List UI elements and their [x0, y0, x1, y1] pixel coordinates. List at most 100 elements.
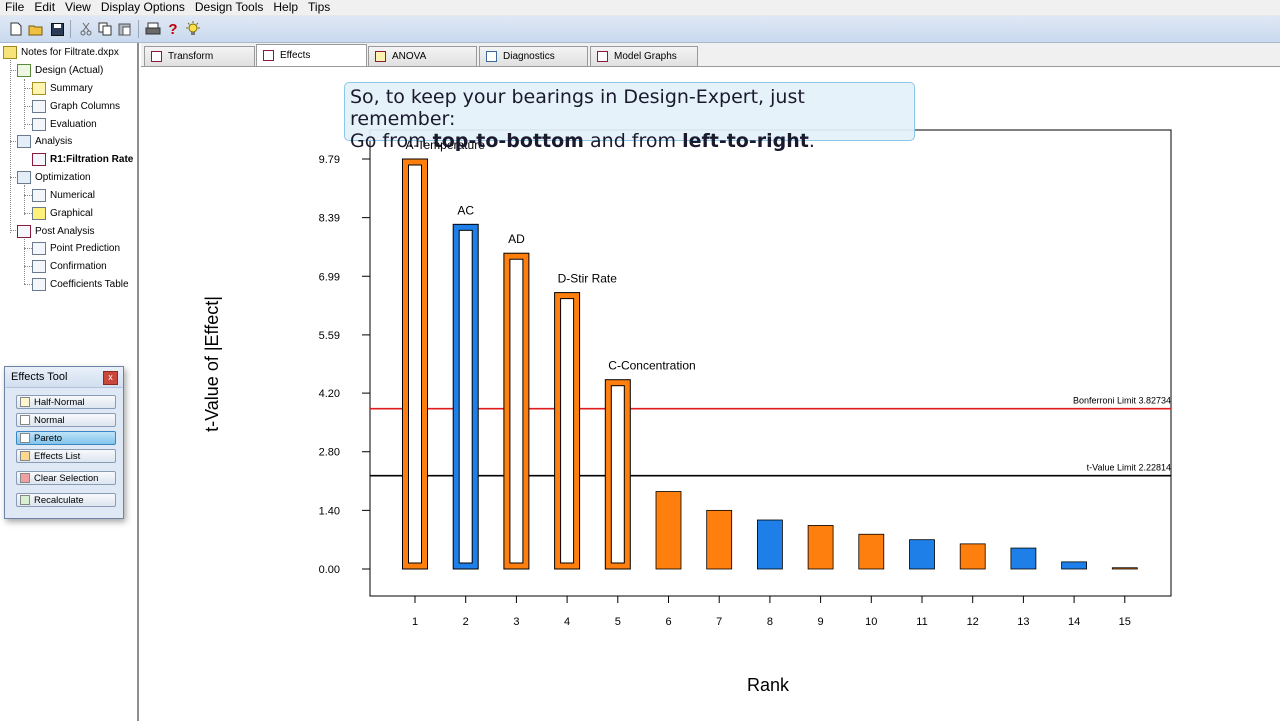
x-tick-label: 13 [1017, 616, 1029, 628]
cut-icon[interactable] [78, 21, 94, 37]
tree-item-optimization[interactable]: Optimization [17, 169, 91, 185]
callout-line-1: So, to keep your bearings in Design-Expe… [350, 86, 805, 130]
effects-icon [263, 50, 274, 61]
reference-lines: Bonferroni Limit 3.82734 t-Value Limit 2.… [370, 396, 1171, 477]
y-axis-title: t-Value of |Effect| [202, 296, 222, 432]
x-tick-label: 14 [1068, 616, 1080, 628]
tab-transform[interactable]: Transform [144, 46, 255, 66]
y-tick-label: 2.80 [319, 447, 340, 459]
response-chart-icon [32, 152, 46, 166]
x-axis: 1 2 3 4 5 6 7 8 9 10 11 12 13 14 15 [412, 596, 1131, 628]
tree-item-coefficients-table[interactable]: Coefficients Table [32, 276, 129, 292]
coefficients-table-icon [32, 277, 46, 291]
open-folder-icon[interactable] [28, 21, 44, 37]
tree-item-graph-columns[interactable]: Graph Columns [32, 98, 120, 114]
tree-item-confirmation[interactable]: Confirmation [32, 258, 107, 274]
tab-effects[interactable]: Effects [256, 44, 367, 66]
graphical-icon [32, 206, 46, 220]
close-icon[interactable]: x [103, 371, 118, 385]
tree-item-post-analysis[interactable]: Post Analysis [17, 223, 94, 239]
paste-icon[interactable] [117, 21, 133, 37]
x-tick-label: 7 [716, 616, 722, 628]
menu-view[interactable]: View [65, 0, 91, 14]
bar [757, 519, 783, 570]
tree-item-design[interactable]: Design (Actual) [17, 62, 103, 78]
numerical-icon [32, 188, 46, 202]
tree-item-response[interactable]: R1:Filtration Rate [32, 151, 133, 167]
x-tick-label: 8 [767, 616, 773, 628]
y-tick-label: 0.00 [319, 564, 340, 576]
callout-line-2: Go from top-to-bottom and from left-to-r… [350, 130, 815, 152]
tab-diagnostics[interactable]: Diagnostics [479, 46, 588, 66]
bar-labels: A-Temperature AC AD D-Stir Rate C-Concentrat… [406, 138, 696, 373]
effects-tool-title: Effects Tool [5, 367, 123, 388]
tree-item-summary[interactable]: Summary [32, 80, 93, 96]
recalculate-button[interactable]: Recalculate [16, 493, 116, 507]
confirmation-icon [32, 259, 46, 273]
x-axis-title: Rank [747, 675, 790, 695]
tree-item-graphical[interactable]: Graphical [32, 205, 93, 221]
magnifier-icon [32, 117, 46, 131]
half-normal-button[interactable]: Half-Normal [16, 395, 116, 409]
normal-button[interactable]: Normal [16, 413, 116, 427]
bar-label: A-Temperature [406, 138, 486, 152]
tip-callout: So, to keep your bearings in Design-Expe… [344, 82, 915, 152]
bar [1010, 547, 1037, 570]
design-grid-icon [17, 63, 31, 77]
y-tick-label: 5.59 [319, 330, 340, 342]
menu-file[interactable]: File [5, 0, 25, 14]
tree-item-point-prediction[interactable]: Point Prediction [32, 240, 120, 256]
new-icon[interactable] [8, 21, 24, 37]
folder-icon [3, 45, 17, 59]
post-analysis-icon [17, 224, 31, 238]
anova-icon [375, 51, 386, 62]
bar-label: C-Concentration [608, 359, 695, 373]
effects-list-button[interactable]: Effects List [16, 449, 116, 463]
bar [858, 533, 885, 570]
pareto-button[interactable]: Pareto [16, 431, 116, 445]
tree-item-analysis[interactable]: Analysis [17, 133, 72, 149]
menu-display-options[interactable]: Display Options [100, 0, 185, 14]
x-tick-label: 5 [615, 616, 621, 628]
tab-anova[interactable]: ANOVA [368, 46, 477, 66]
x-tick-label: 15 [1119, 616, 1131, 628]
x-tick-label: 11 [916, 616, 927, 628]
model-graphs-icon [597, 51, 608, 62]
transform-icon [151, 51, 162, 62]
tip-lightbulb-icon[interactable] [185, 21, 201, 37]
x-tick-label: 9 [818, 616, 824, 628]
diagnostics-icon [486, 51, 497, 62]
copy-icon[interactable] [97, 21, 113, 37]
bars [402, 158, 1138, 570]
bar [1061, 561, 1087, 570]
effects-tool-window: Effects Tool x Half-Normal Normal Pareto… [4, 366, 124, 519]
menu-tips[interactable]: Tips [308, 0, 331, 14]
bar-selection-marker [458, 229, 473, 564]
normal-plot-icon [20, 415, 30, 425]
bar-label: AD [508, 232, 525, 246]
y-tick-label: 9.79 [319, 154, 340, 166]
bar-selection-marker [560, 298, 575, 564]
reference-line-label: Bonferroni Limit 3.82734 [1073, 396, 1171, 406]
save-icon[interactable] [49, 21, 65, 37]
tab-model-graphs[interactable]: Model Graphs [590, 46, 698, 66]
tree-item-evaluation[interactable]: Evaluation [32, 116, 97, 132]
print-icon[interactable] [145, 21, 161, 37]
menu-help[interactable]: Help [273, 0, 299, 14]
tree-item-numerical[interactable]: Numerical [32, 187, 95, 203]
clear-selection-button[interactable]: Clear Selection [16, 471, 116, 485]
graph-pane [141, 66, 1280, 721]
bar [909, 539, 935, 570]
x-tick-label: 12 [967, 616, 979, 628]
help-icon[interactable]: ? [168, 20, 178, 38]
analysis-icon [17, 134, 31, 148]
bar-label: AC [457, 203, 474, 217]
bar [959, 543, 986, 570]
menu-design-tools[interactable]: Design Tools [194, 0, 264, 14]
bar [1111, 567, 1138, 570]
menu-edit[interactable]: Edit [34, 0, 56, 14]
bar-selection-marker [509, 258, 524, 564]
tree-item-root[interactable]: Notes for Filtrate.dxpx [3, 44, 119, 60]
x-tick-label: 6 [665, 616, 671, 628]
bar-selection-marker [408, 164, 422, 564]
